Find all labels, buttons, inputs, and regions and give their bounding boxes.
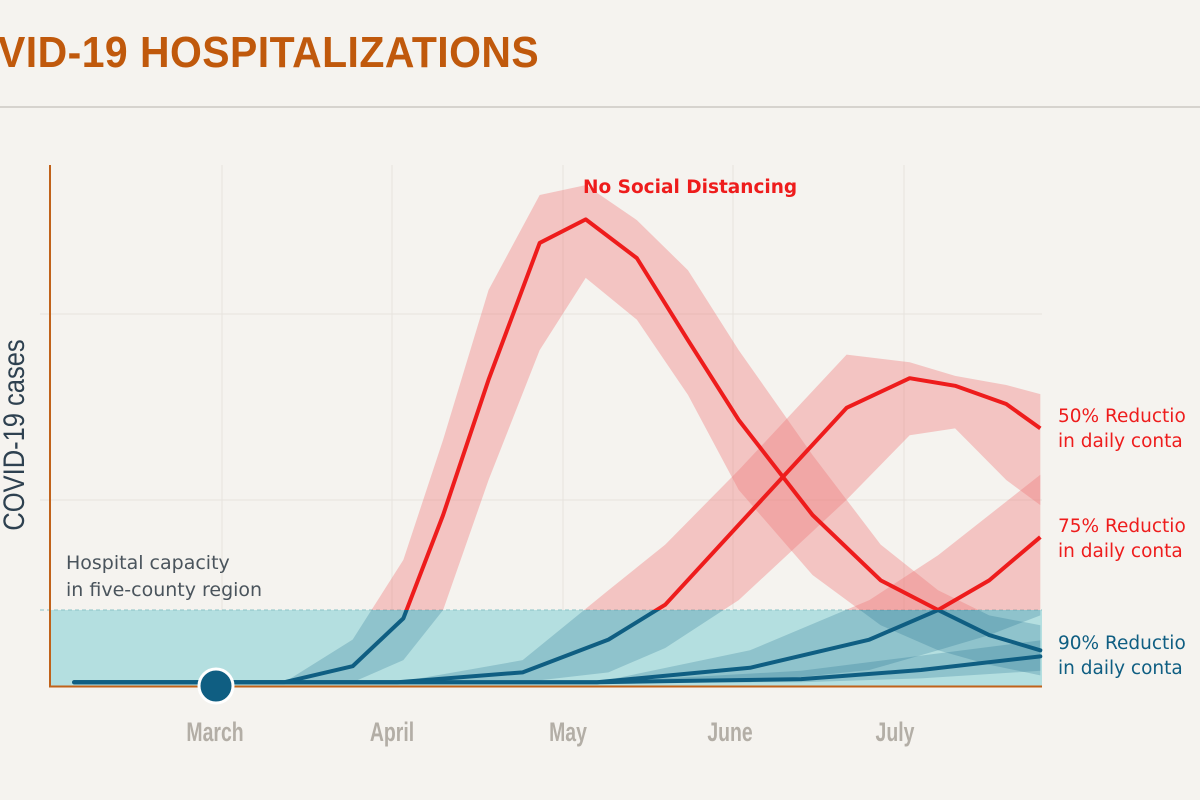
capacity-label-line1: Hospital capacity <box>66 552 230 574</box>
series-label: 50% Reductio <box>1058 406 1186 427</box>
capacity-label-line2: in five-county region <box>66 579 262 601</box>
series-line-above-capacity <box>652 376 1042 610</box>
current-date-marker <box>197 667 235 705</box>
band-below-capacity <box>74 610 1041 683</box>
series-line-above-capacity <box>933 535 1042 610</box>
x-tick-label: July <box>876 717 915 747</box>
header-divider <box>0 106 1200 108</box>
series-label: in daily conta <box>1058 658 1183 679</box>
series-line-below-capacity <box>72 654 1043 685</box>
series-label: No Social Distancing <box>583 177 797 198</box>
band-below-capacity <box>74 640 1041 683</box>
series-label: in daily conta <box>1058 541 1183 562</box>
band-below-capacity <box>74 610 1041 683</box>
gridlines <box>40 165 1042 686</box>
x-tick-label: March <box>186 717 243 747</box>
x-tick-label: June <box>707 717 752 747</box>
series-line-below-capacity <box>72 610 1043 685</box>
band-above-capacity <box>584 354 1041 610</box>
x-tick-labels: March April May June July <box>186 717 914 747</box>
series-label: 75% Reductio <box>1058 516 1186 537</box>
series-label: in daily conta <box>1058 431 1183 452</box>
series-label: 90% Reductio <box>1058 633 1186 654</box>
uncertainty-bands <box>74 185 1041 683</box>
chart-title: VID-19 HOSPITALIZATIONS <box>0 28 540 77</box>
band-below-capacity <box>74 610 724 683</box>
x-tick-label: May <box>549 717 587 747</box>
series-line-above-capacity <box>404 217 943 610</box>
x-tick-label: April <box>370 717 414 747</box>
series-line-below-capacity <box>72 610 661 685</box>
y-axis-label: COVID-19 cases <box>0 339 30 530</box>
series-lines <box>72 217 1043 685</box>
series-labels: No Social Distancing 50% Reductio in daily… <box>583 177 1186 679</box>
